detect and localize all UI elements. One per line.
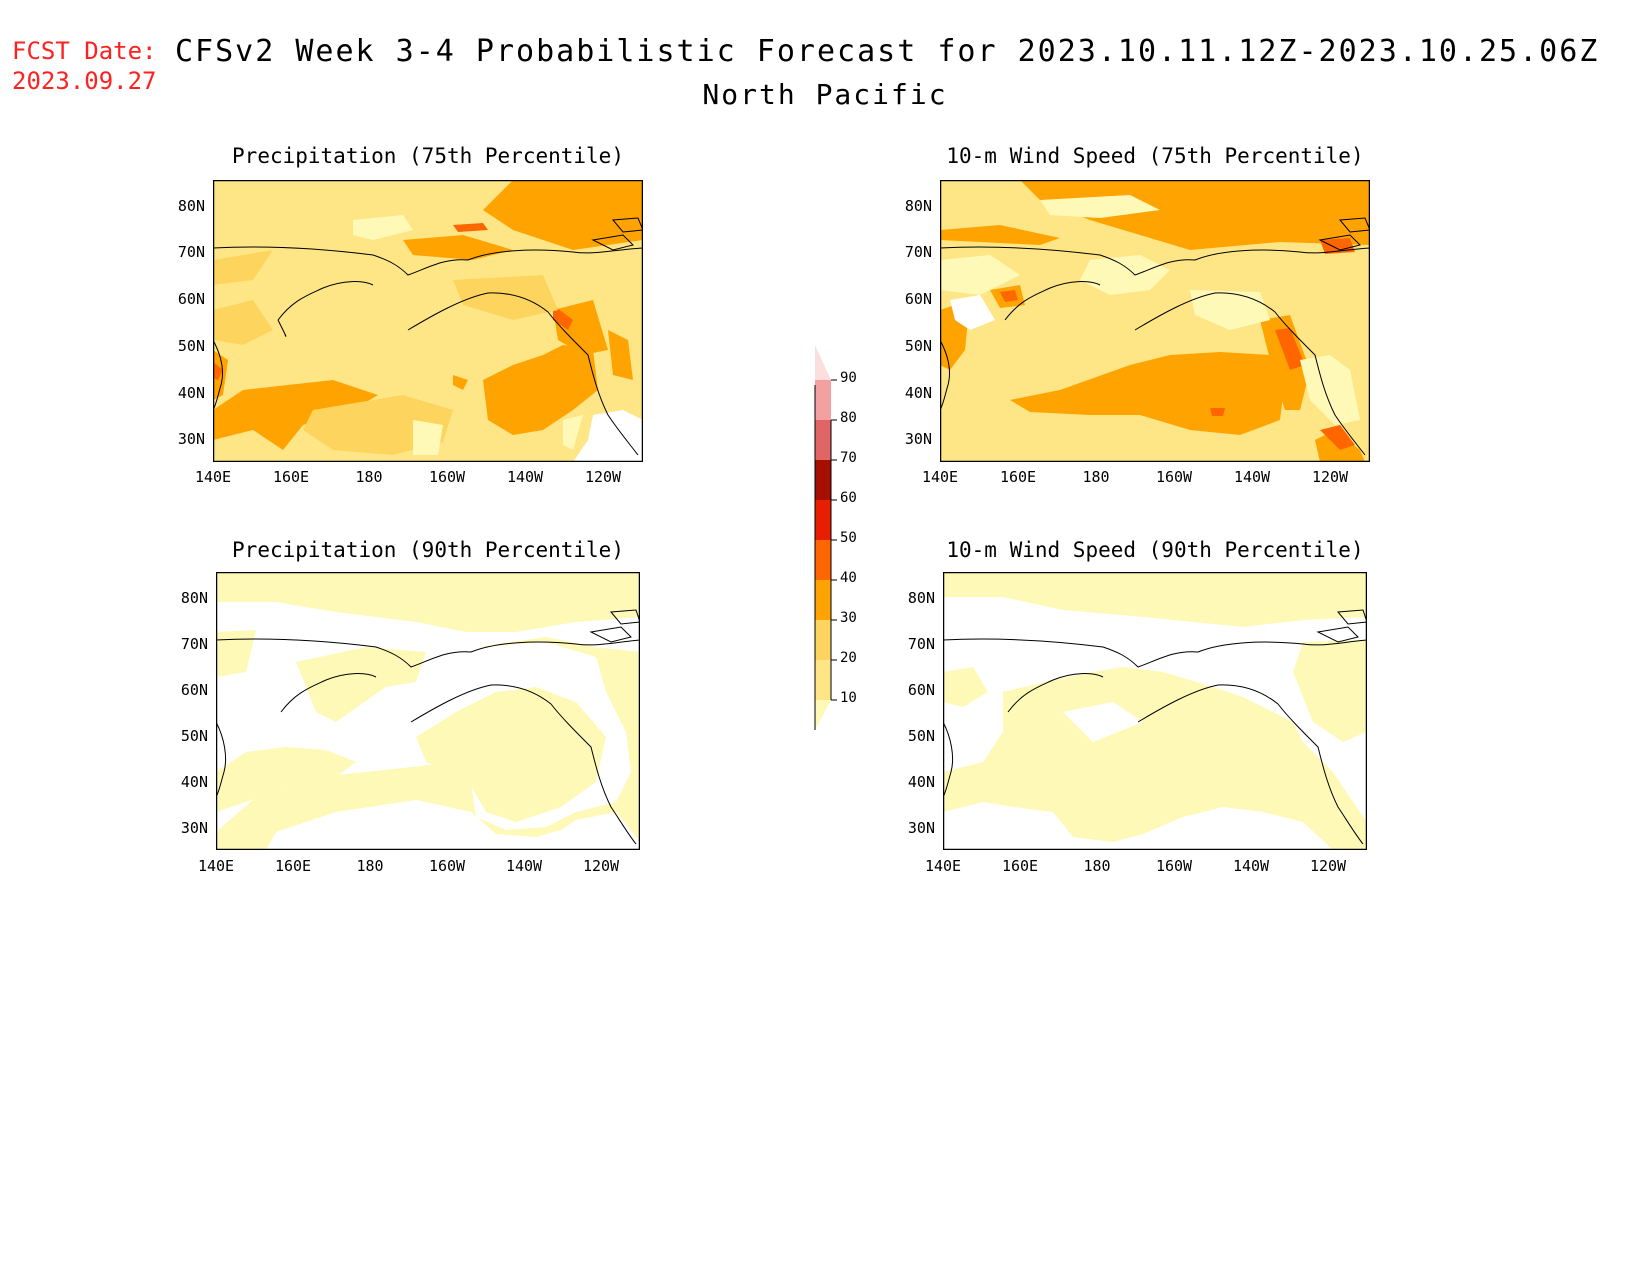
lon-label-160w: 160W (428, 857, 466, 875)
map-precip-90 (216, 572, 640, 850)
lat-label-80n: 80N (904, 197, 932, 215)
lon-label-160w: 160W (1155, 468, 1193, 486)
lon-label-160e: 160E (272, 468, 310, 486)
lon-label-160e: 160E (999, 468, 1037, 486)
colorbar-outline (814, 385, 832, 730)
colorbar-segment-8 (815, 380, 831, 420)
lon-label-120w: 120W (1309, 857, 1347, 875)
colorbar-label-60: 60 (840, 490, 857, 506)
lon-label-140w: 140W (1233, 468, 1271, 486)
colorbar-label-20: 20 (840, 650, 857, 666)
lon-label-180: 180 (355, 468, 383, 486)
lon-label-120w: 120W (582, 857, 620, 875)
lon-label-160w: 160W (1155, 857, 1193, 875)
panel-title-precip-75: Precipitation (75th Percentile) (232, 144, 624, 168)
lat-label-50n: 50N (177, 337, 205, 355)
lat-label-40n: 40N (177, 384, 205, 402)
lat-label-80n: 80N (907, 589, 935, 607)
lon-label-140e: 140E (921, 468, 959, 486)
colorbar-segment-4 (815, 540, 831, 580)
lat-label-50n: 50N (904, 337, 932, 355)
lat-label-30n: 30N (907, 819, 935, 837)
colorbar-segment-2 (815, 620, 831, 660)
map-wind-90 (943, 572, 1367, 850)
lat-label-70n: 70N (180, 635, 208, 653)
colorbar-label-80: 80 (840, 410, 857, 426)
colorbar-segment-3 (815, 580, 831, 620)
lat-label-80n: 80N (180, 589, 208, 607)
lon-label-120w: 120W (1311, 468, 1349, 486)
lat-label-60n: 60N (177, 290, 205, 308)
map-precip-75 (213, 180, 643, 462)
lat-label-30n: 30N (180, 819, 208, 837)
lat-label-60n: 60N (907, 681, 935, 699)
panel-title-wind-90: 10-m Wind Speed (90th Percentile) (946, 538, 1364, 562)
region-subtitle: North Pacific (702, 78, 948, 111)
lat-label-80n: 80N (177, 197, 205, 215)
lat-label-70n: 70N (904, 243, 932, 261)
panel-title-precip-90: Precipitation (90th Percentile) (232, 538, 624, 562)
figure-title: CFSv2 Week 3-4 Probabilistic Forecast fo… (175, 34, 1600, 69)
colorbar-segment-1 (815, 660, 831, 700)
map-wind-75 (940, 180, 1370, 462)
lat-label-60n: 60N (904, 290, 932, 308)
fcst-date-label: FCST Date: (12, 37, 157, 65)
lon-label-160e: 160E (1001, 857, 1039, 875)
lon-label-140e: 140E (197, 857, 235, 875)
colorbar-label-70: 70 (840, 450, 857, 466)
lon-label-180: 180 (356, 857, 384, 875)
lon-label-140w: 140W (506, 468, 544, 486)
colorbar-label-10: 10 (840, 690, 857, 706)
colorbar-label-40: 40 (840, 570, 857, 586)
lat-label-40n: 40N (904, 384, 932, 402)
colorbar-label-50: 50 (840, 530, 857, 546)
lat-label-40n: 40N (907, 773, 935, 791)
colorbar (814, 345, 837, 730)
lon-label-160e: 160E (274, 857, 312, 875)
lon-label-140e: 140E (194, 468, 232, 486)
lat-label-70n: 70N (907, 635, 935, 653)
colorbar-label-90: 90 (840, 370, 857, 386)
colorbar-segment-5 (815, 500, 831, 540)
lon-label-180: 180 (1083, 857, 1111, 875)
lat-label-30n: 30N (177, 430, 205, 448)
fcst-date-value: 2023.09.27 (12, 67, 157, 95)
lon-label-140e: 140E (924, 857, 962, 875)
lat-label-60n: 60N (180, 681, 208, 699)
colorbar-segment-6 (815, 460, 831, 500)
lon-label-120w: 120W (584, 468, 622, 486)
lon-label-180: 180 (1082, 468, 1110, 486)
lat-label-70n: 70N (177, 243, 205, 261)
lat-label-50n: 50N (907, 727, 935, 745)
lon-label-140w: 140W (1232, 857, 1270, 875)
panel-title-wind-75: 10-m Wind Speed (75th Percentile) (946, 144, 1364, 168)
colorbar-segment-9 (815, 345, 831, 380)
fcst-date-block: FCST Date: 2023.09.27 (12, 36, 157, 96)
lon-label-140w: 140W (505, 857, 543, 875)
colorbar-label-30: 30 (840, 610, 857, 626)
lat-label-30n: 30N (904, 430, 932, 448)
lat-label-40n: 40N (180, 773, 208, 791)
lat-label-50n: 50N (180, 727, 208, 745)
lon-label-160w: 160W (428, 468, 466, 486)
colorbar-segment-0 (815, 700, 831, 730)
colorbar-segment-7 (815, 420, 831, 460)
